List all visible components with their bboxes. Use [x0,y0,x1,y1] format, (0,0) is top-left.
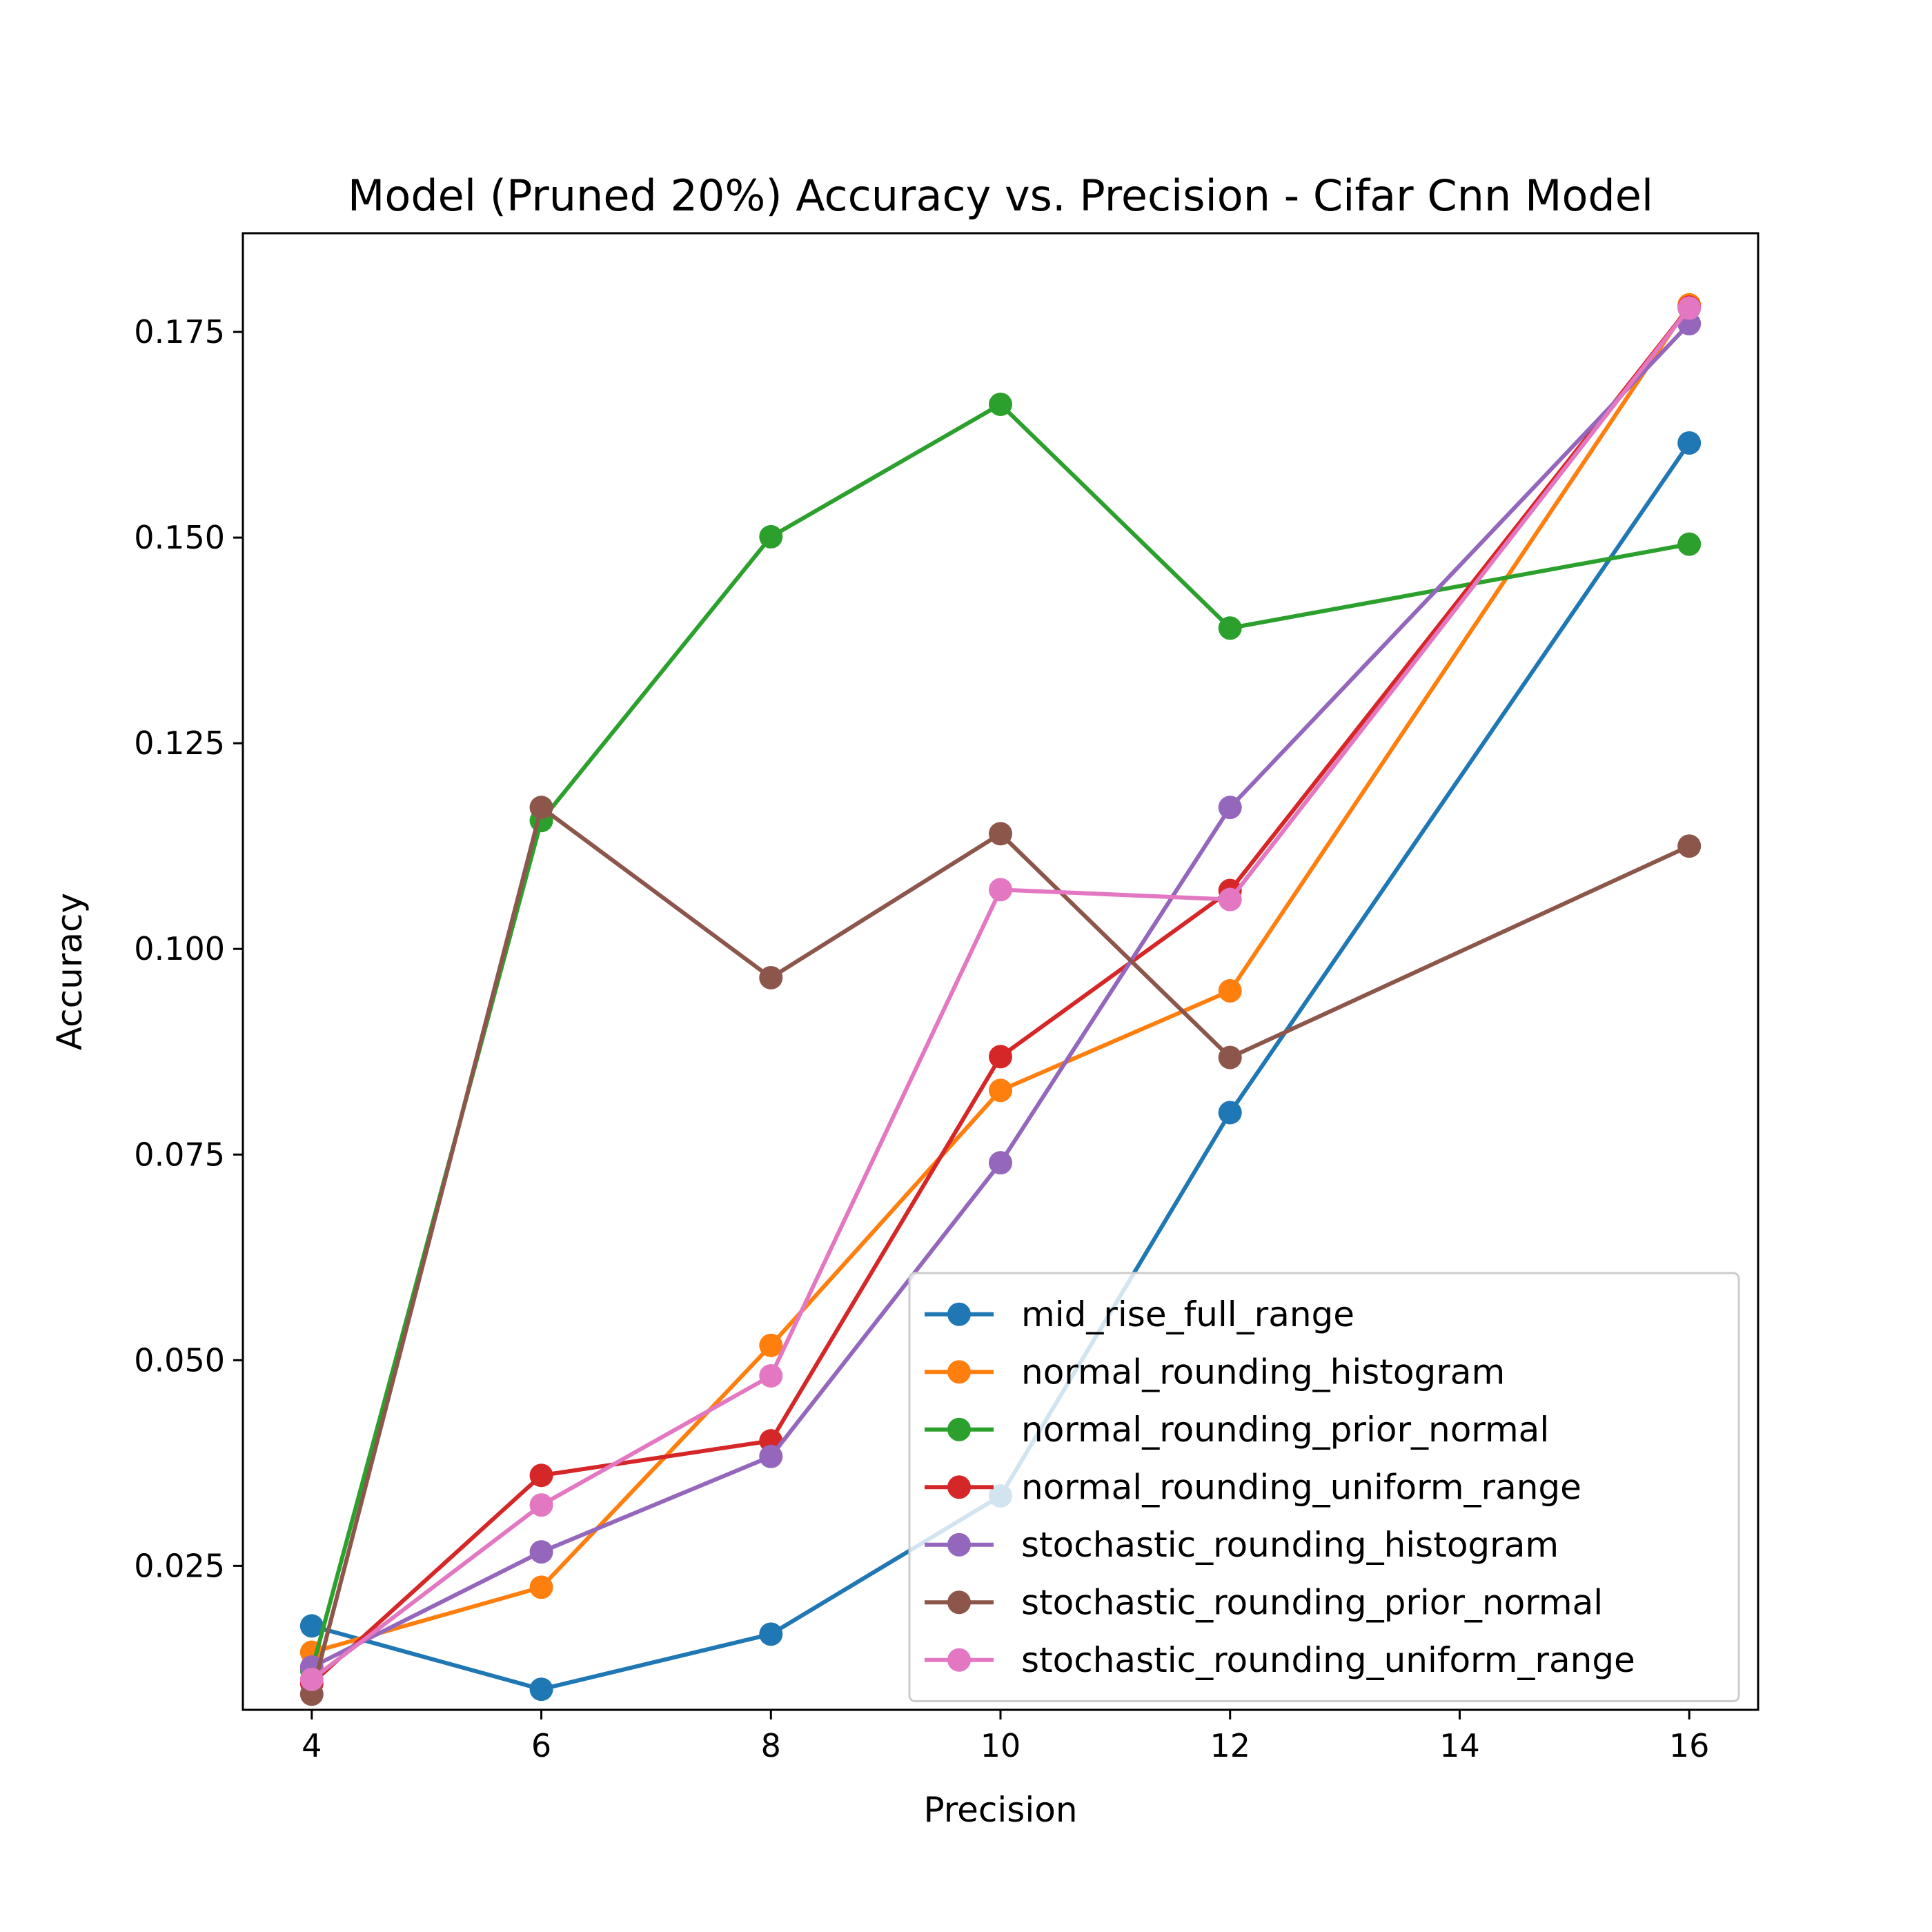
legend-swatch-marker [947,1302,971,1326]
data-point [1677,834,1702,858]
legend-entry: normal_rounding_uniform_range [925,1467,1581,1507]
data-point [1218,1045,1242,1070]
y-axis: 0.025 0.050 0.075 0.100 0.125 0.150 0.175 [134,313,243,1584]
data-point [529,796,553,820]
legend-swatch-marker [947,1590,971,1615]
legend-label: normal_rounding_prior_normal [1021,1410,1549,1450]
legend-label: stochastic_rounding_prior_normal [1021,1582,1603,1622]
series-line [308,305,1693,1683]
x-axis-label: Precision [923,1790,1077,1830]
legend-entry: stochastic_rounding_prior_normal [925,1582,1603,1622]
data-point [1677,431,1702,455]
data-point [1218,1101,1242,1125]
plot-area [299,293,1702,1706]
legend-swatch-marker [947,1360,971,1384]
y-tick-label: 0.050 [134,1341,225,1379]
data-point [759,524,783,549]
data-point [1218,616,1242,640]
series-line [309,440,1693,1692]
data-point [989,1078,1012,1103]
data-point [1218,979,1242,1003]
y-tick-label: 0.075 [134,1136,225,1173]
x-tick-label: 6 [531,1727,551,1764]
x-tick-label: 4 [302,1727,322,1764]
legend-entry: normal_rounding_histogram [925,1352,1505,1392]
data-point [1218,887,1242,911]
data-point [1218,796,1242,820]
data-point [529,1575,553,1599]
data-point [1677,296,1702,320]
legend-swatch-marker [947,1648,971,1672]
chart-title: Model (Pruned 20%) Accuracy vs. Precisio… [348,170,1653,221]
series-stochastic_rounding_prior_normal [299,796,1702,1706]
data-point [759,965,783,989]
series-line [308,320,1693,1670]
legend-entry: mid_rise_full_range [925,1294,1354,1334]
legend-entry: stochastic_rounding_histogram [925,1525,1559,1565]
data-point [529,1540,553,1564]
legend-label: stochastic_rounding_histogram [1021,1525,1559,1565]
legend-entry: normal_rounding_prior_normal [925,1410,1549,1450]
legend-swatch-marker [947,1475,971,1499]
legend-entry: stochastic_rounding_uniform_range [925,1640,1635,1680]
data-point [759,1363,783,1388]
series-line [308,304,1693,1687]
legend-swatch-marker [947,1532,971,1557]
legend: mid_rise_full_range normal_rounding_histo… [908,1272,1740,1702]
series-line [309,805,1693,1697]
data-point [529,1463,553,1488]
x-tick-label: 16 [1669,1727,1710,1764]
data-point [989,878,1012,902]
x-tick-label: 14 [1439,1727,1480,1764]
x-axis: 4 6 8 10 12 14 16 [302,1710,1709,1764]
legend-label: stochastic_rounding_uniform_range [1021,1640,1635,1680]
x-tick-label: 12 [1210,1727,1250,1764]
legend-box [908,1272,1740,1702]
legend-swatch-marker [947,1417,971,1441]
x-tick-label: 8 [761,1727,781,1764]
y-tick-label: 0.025 [134,1547,225,1584]
y-axis-label: Accuracy [50,893,90,1050]
data-point [759,1622,783,1646]
x-tick-label: 10 [980,1727,1021,1764]
y-tick-label: 0.150 [134,519,225,556]
data-point [989,1151,1012,1175]
data-point [529,1493,553,1517]
data-point [1677,532,1702,556]
y-tick-label: 0.125 [134,724,225,762]
y-tick-label: 0.175 [134,313,225,351]
y-tick-label: 0.100 [134,930,225,967]
data-point [299,1667,324,1691]
data-point [759,1333,783,1357]
data-point [299,1614,324,1638]
series-line [309,302,1693,1655]
legend-label: normal_rounding_histogram [1021,1352,1505,1392]
data-point [529,1677,553,1702]
data-point [989,1045,1012,1069]
data-point [759,1444,783,1468]
data-point [989,392,1012,416]
legend-label: normal_rounding_uniform_range [1021,1467,1581,1507]
series-stochastic_rounding_uniform_range [299,296,1702,1691]
data-point [989,822,1012,846]
legend-label: mid_rise_full_range [1021,1294,1354,1334]
